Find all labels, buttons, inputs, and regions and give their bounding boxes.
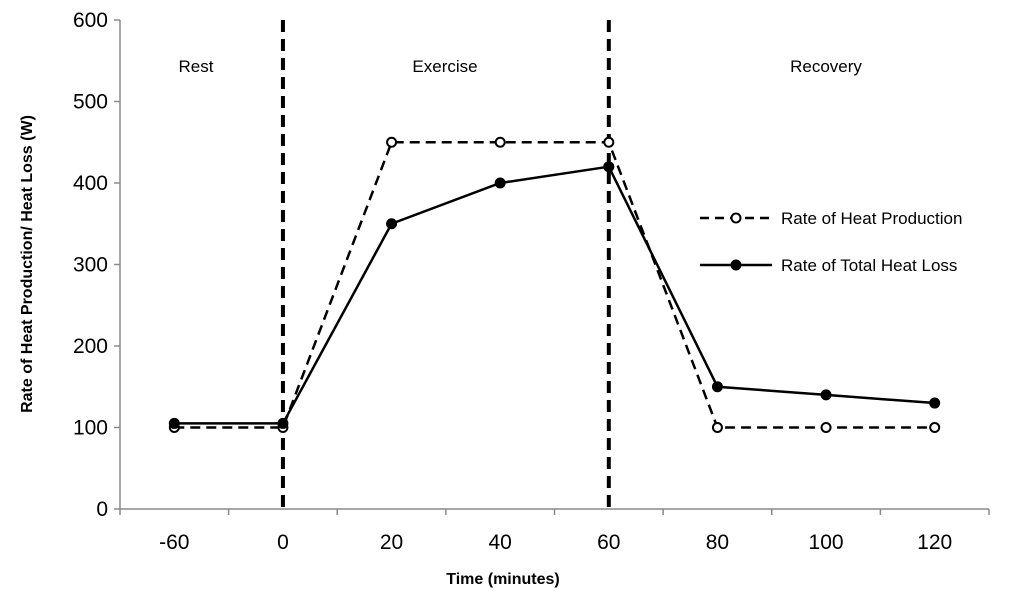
axes: 0 100 200 300 400 500 600 -60 0 20 40 60 80 100 120 xyxy=(73,9,989,554)
data-point xyxy=(822,423,831,432)
series-0 xyxy=(170,138,939,432)
legend-label-heat-production: Rate of Heat Production xyxy=(781,209,962,228)
data-point xyxy=(713,382,722,391)
y-tick-label: 100 xyxy=(73,417,108,440)
data-point xyxy=(496,179,505,188)
y-tick-label: 600 xyxy=(73,9,108,32)
data-point xyxy=(278,419,287,428)
x-tick-label: -60 xyxy=(159,531,189,554)
data-point xyxy=(496,138,505,147)
series-1 xyxy=(170,162,939,428)
x-tick-label: 60 xyxy=(597,531,620,554)
y-axis-title: Rate of Heat Production/ Heat Loss (W) xyxy=(19,115,36,413)
series-group xyxy=(170,138,939,432)
phase-label-rest: Rest xyxy=(179,57,214,76)
legend-marker-heat-production xyxy=(732,214,741,223)
legend: Rate of Heat Production Rate of Total He… xyxy=(700,209,962,275)
x-tick-label: 80 xyxy=(706,531,729,554)
data-point xyxy=(604,162,613,171)
x-tick-label: 20 xyxy=(380,531,403,554)
x-axis-title: Time (minutes) xyxy=(446,571,560,588)
phase-label-exercise: Exercise xyxy=(412,57,477,76)
data-point xyxy=(822,390,831,399)
phase-dividers xyxy=(283,20,609,509)
series-line xyxy=(174,142,934,427)
x-tick-label: 120 xyxy=(917,531,952,554)
x-tick-label: 0 xyxy=(277,531,289,554)
y-tick-label: 200 xyxy=(73,335,108,358)
data-point xyxy=(387,219,396,228)
data-point xyxy=(930,423,939,432)
data-point xyxy=(930,399,939,408)
data-point xyxy=(387,138,396,147)
y-tick-label: 0 xyxy=(96,498,108,521)
legend-label-total-heat-loss: Rate of Total Heat Loss xyxy=(781,256,957,275)
data-point xyxy=(713,423,722,432)
x-tick-label: 100 xyxy=(809,531,844,554)
y-tick-label: 300 xyxy=(73,254,108,277)
legend-marker-total-heat-loss xyxy=(732,261,741,270)
y-tick-label: 400 xyxy=(73,172,108,195)
y-tick-label: 500 xyxy=(73,91,108,114)
x-tick-label: 40 xyxy=(489,531,512,554)
series-line xyxy=(174,167,934,424)
phase-label-recovery: Recovery xyxy=(790,57,862,76)
data-point xyxy=(170,419,179,428)
data-point xyxy=(604,138,613,147)
